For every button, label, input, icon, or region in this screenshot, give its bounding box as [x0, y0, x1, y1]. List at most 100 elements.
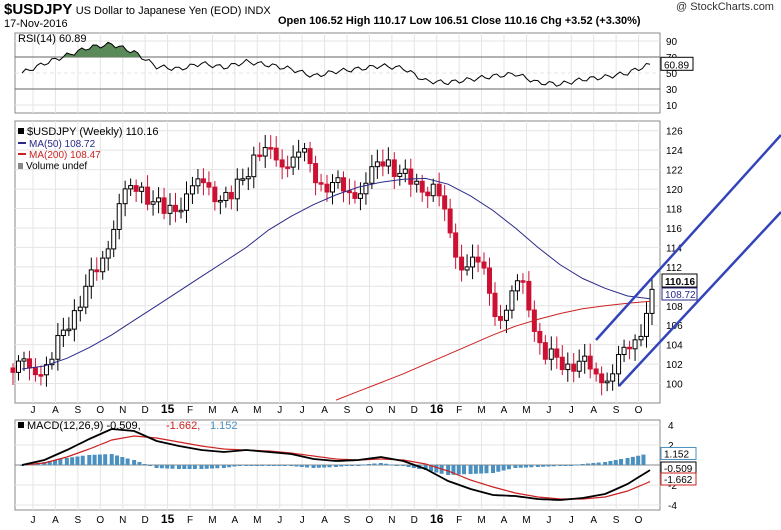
macd-hist-bar: [406, 465, 411, 467]
candle-down: [133, 185, 139, 192]
x-axis-label: D: [142, 515, 149, 526]
macd-hist-bar: [215, 465, 220, 469]
macd-hist-bar: [506, 465, 511, 470]
candle-up: [178, 209, 184, 213]
macd-hist-bar: [249, 465, 254, 466]
symbol-description: US Dollar to Japanese Yen (EOD) INDX: [75, 5, 271, 17]
price-tick-label: 112: [666, 263, 682, 274]
macd-hist-bar: [148, 465, 153, 466]
macd-hist-bar: [132, 460, 137, 465]
macd-hist-bar: [636, 455, 641, 465]
macd-hist-bar: [513, 465, 518, 468]
x-axis-label: M: [522, 405, 530, 416]
candle-up: [167, 204, 173, 214]
candle-up: [385, 159, 391, 167]
macd-hist-bar: [109, 454, 114, 465]
price-tick-label: 118: [666, 205, 682, 216]
x-axis-label: F: [187, 515, 193, 526]
ma50-value-label: 108.72: [665, 290, 696, 301]
macd-hist-bar: [316, 465, 321, 468]
x-axis-label: A: [501, 515, 508, 526]
candle-up: [514, 280, 520, 292]
candle-up: [644, 312, 649, 337]
candle-down: [268, 147, 274, 150]
candle-up: [290, 156, 296, 168]
macd-hist-bar: [187, 465, 192, 469]
candle-up: [576, 360, 582, 372]
candle-up: [245, 176, 251, 180]
rsi-value-box: [660, 56, 694, 71]
price-tick-label: 116: [666, 224, 682, 235]
candle-down: [145, 186, 151, 205]
candle-up: [402, 168, 408, 174]
candle-down: [318, 182, 324, 185]
candle-up: [464, 266, 470, 271]
macd-tick-label: -4: [668, 501, 677, 512]
macd-hist-bar: [574, 464, 579, 466]
candle-up: [414, 180, 420, 185]
macd-hist-bar: [630, 456, 635, 465]
candle-down: [475, 256, 481, 263]
candle-up: [357, 193, 363, 199]
x-axis-label: A: [52, 405, 59, 416]
macd-hist-bar: [619, 459, 624, 465]
candle-up: [150, 201, 156, 205]
macd-hist-bar: [305, 465, 310, 468]
candle-up: [251, 154, 257, 178]
x-axis-label: F: [456, 405, 462, 416]
x-axis-label: M: [477, 405, 485, 416]
macd-hist-bar: [491, 465, 495, 473]
candle-down: [537, 330, 543, 344]
candle-down: [520, 280, 526, 283]
macd-hist-bar: [451, 465, 456, 475]
candle-up: [470, 256, 476, 268]
macd-hist-bar: [367, 464, 372, 465]
x-axis-label: M: [208, 405, 216, 416]
macd-tick-label: -2: [668, 481, 677, 492]
x-axis-label: A: [321, 405, 328, 416]
macd-hist-bar: [603, 462, 608, 465]
candle-down: [599, 373, 605, 384]
macd-hist-bar: [53, 460, 58, 465]
candle-down: [419, 180, 425, 193]
candle-down: [571, 363, 577, 372]
macd-hist-bar: [277, 465, 282, 466]
macd-hist-bar: [456, 465, 461, 475]
watermark: @ StockCharts.com: [676, 1, 774, 13]
price-tick-label: 102: [666, 360, 683, 371]
macd-hist-bar: [524, 465, 529, 468]
candle-up: [638, 335, 644, 341]
macd-hist-bar: [411, 465, 416, 468]
candle-down: [313, 163, 319, 184]
macd-hist-bar: [339, 465, 344, 467]
x-axis-label: J: [546, 405, 551, 416]
macd-hist-bar: [154, 465, 159, 468]
macd-hist-bar: [87, 455, 92, 465]
x-axis-label: M: [477, 515, 485, 526]
macd-hist-bar: [75, 456, 80, 465]
macd-hist-bar: [389, 464, 394, 466]
candle-up: [649, 288, 655, 314]
macd-hist-bar: [92, 454, 97, 465]
macd-hist-bar: [159, 465, 164, 469]
x-axis-label: M: [522, 515, 530, 526]
x-axis-label: M: [208, 515, 216, 526]
macd-hist-bar: [137, 462, 142, 465]
x-axis-label: J: [31, 515, 36, 526]
macd-hist-bar: [177, 465, 181, 469]
candle-up: [604, 380, 610, 384]
x-axis-label: O: [96, 405, 104, 416]
candle-up: [16, 360, 21, 373]
macd-hist-bar: [115, 455, 120, 465]
candle-down: [481, 261, 487, 269]
ma50-line: [21, 177, 651, 370]
x-axis-label: S: [613, 405, 620, 416]
x-axis-label: J: [546, 515, 551, 526]
x-axis-label: S: [344, 405, 351, 416]
rsi-overbought-fill: [22, 42, 650, 57]
legend-main: $USDJPY (Weekly) 110.16: [27, 126, 158, 138]
macd-hist-bar: [591, 463, 596, 465]
macd-hist-bar: [384, 463, 389, 465]
x-axis-label: N: [119, 405, 126, 416]
price-tick-label: 114: [666, 243, 682, 254]
